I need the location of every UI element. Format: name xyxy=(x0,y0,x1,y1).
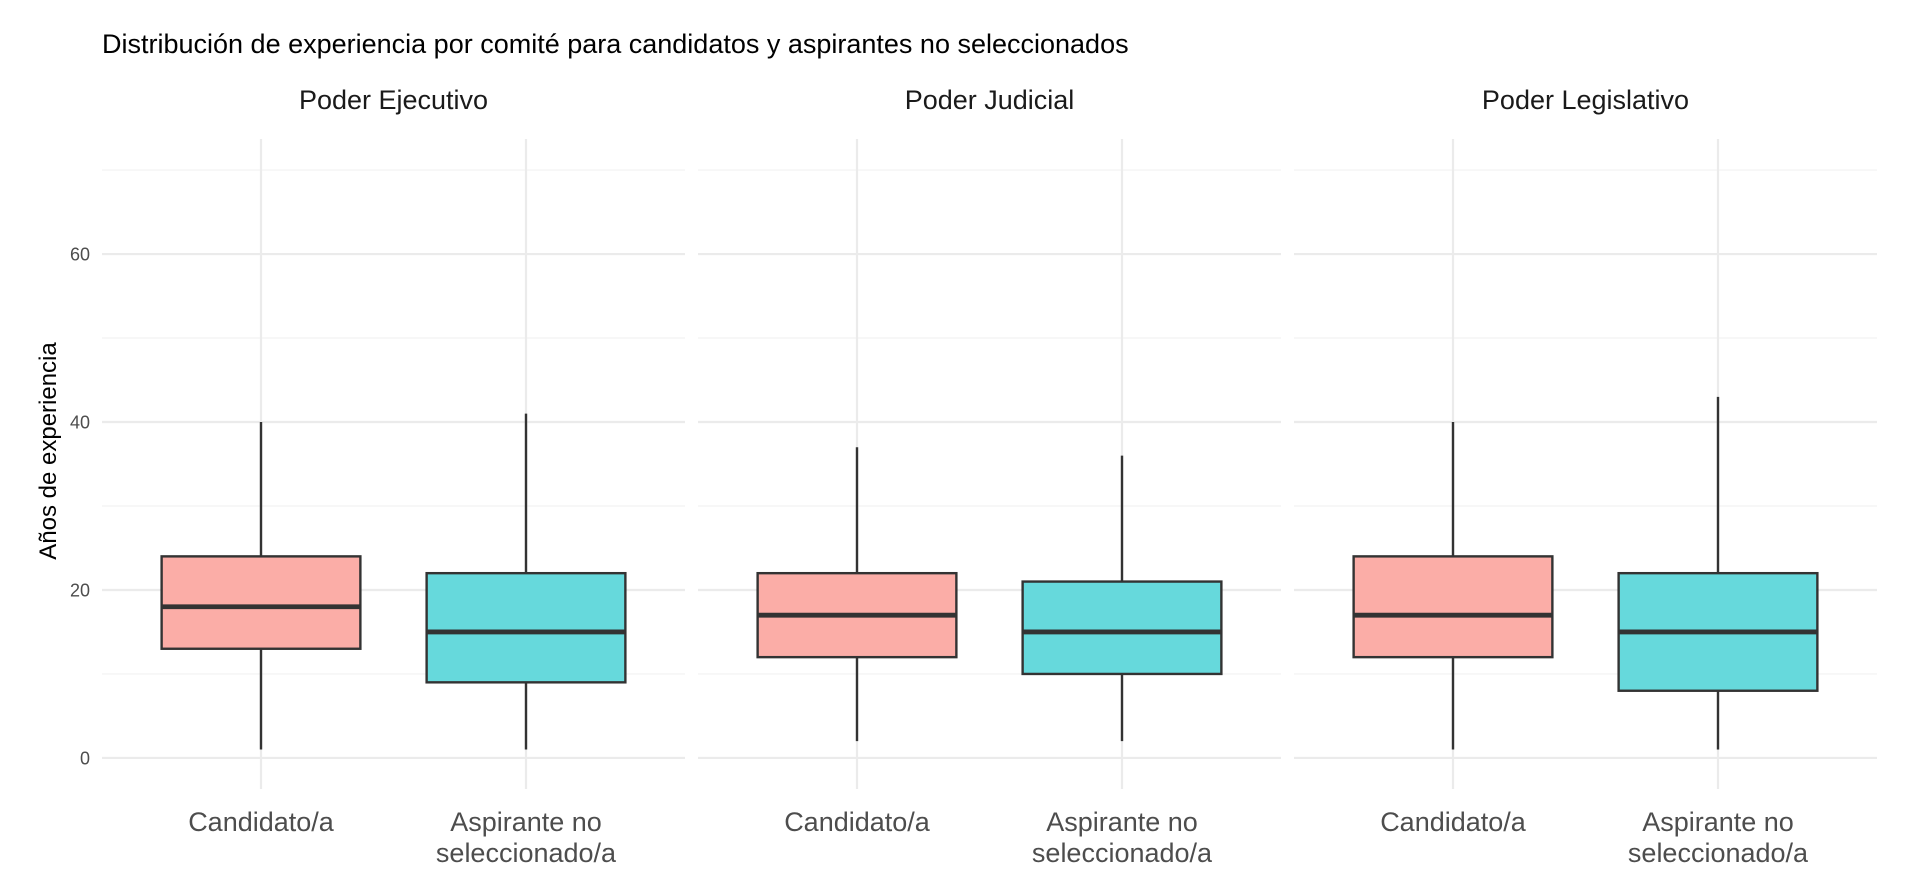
facet-strip-title: Poder Judicial xyxy=(905,85,1075,115)
x-tick-label: seleccionado/a xyxy=(1032,838,1213,868)
y-tick-label: 60 xyxy=(70,245,90,265)
x-tick-label: Aspirante no xyxy=(1046,807,1198,837)
chart-title: Distribución de experiencia por comité p… xyxy=(102,29,1129,59)
boxplot-group xyxy=(425,413,627,750)
iqr-box xyxy=(425,571,627,684)
boxplot-group xyxy=(1021,455,1223,742)
iqr-box xyxy=(160,555,362,650)
facet-panel: Poder Legislativo Candidato/a Aspirante no… xyxy=(1294,85,1877,868)
boxplot-group xyxy=(756,447,958,742)
y-axis-ticks: 0 20 40 60 xyxy=(70,245,90,769)
x-tick-label: Candidato/a xyxy=(188,807,335,837)
x-tick-label: Aspirante no xyxy=(450,807,602,837)
x-tick-label: seleccionado/a xyxy=(436,838,617,868)
facet-strip-title: Poder Legislativo xyxy=(1482,85,1689,115)
boxplot-group xyxy=(1617,396,1819,750)
facet-strip-title: Poder Ejecutivo xyxy=(299,85,488,115)
iqr-box xyxy=(1021,580,1223,676)
y-tick-label: 40 xyxy=(70,413,90,433)
boxplot-group xyxy=(160,422,362,750)
x-tick-label: Candidato/a xyxy=(1380,807,1527,837)
boxplot-group xyxy=(1352,422,1554,750)
x-tick-label: seleccionado/a xyxy=(1628,838,1809,868)
x-tick-label: Candidato/a xyxy=(784,807,931,837)
y-tick-label: 20 xyxy=(70,580,90,600)
y-tick-label: 0 xyxy=(80,748,90,768)
x-tick-label: Aspirante no xyxy=(1642,807,1794,837)
y-axis-label: Años de experiencia xyxy=(35,342,62,560)
facet-panel: Poder Ejecutivo Candidato/a Aspirante nose… xyxy=(102,85,685,868)
iqr-box xyxy=(1352,555,1554,659)
facet-panel: Poder Judicial Candidato/a Aspirante nosel… xyxy=(698,85,1281,868)
